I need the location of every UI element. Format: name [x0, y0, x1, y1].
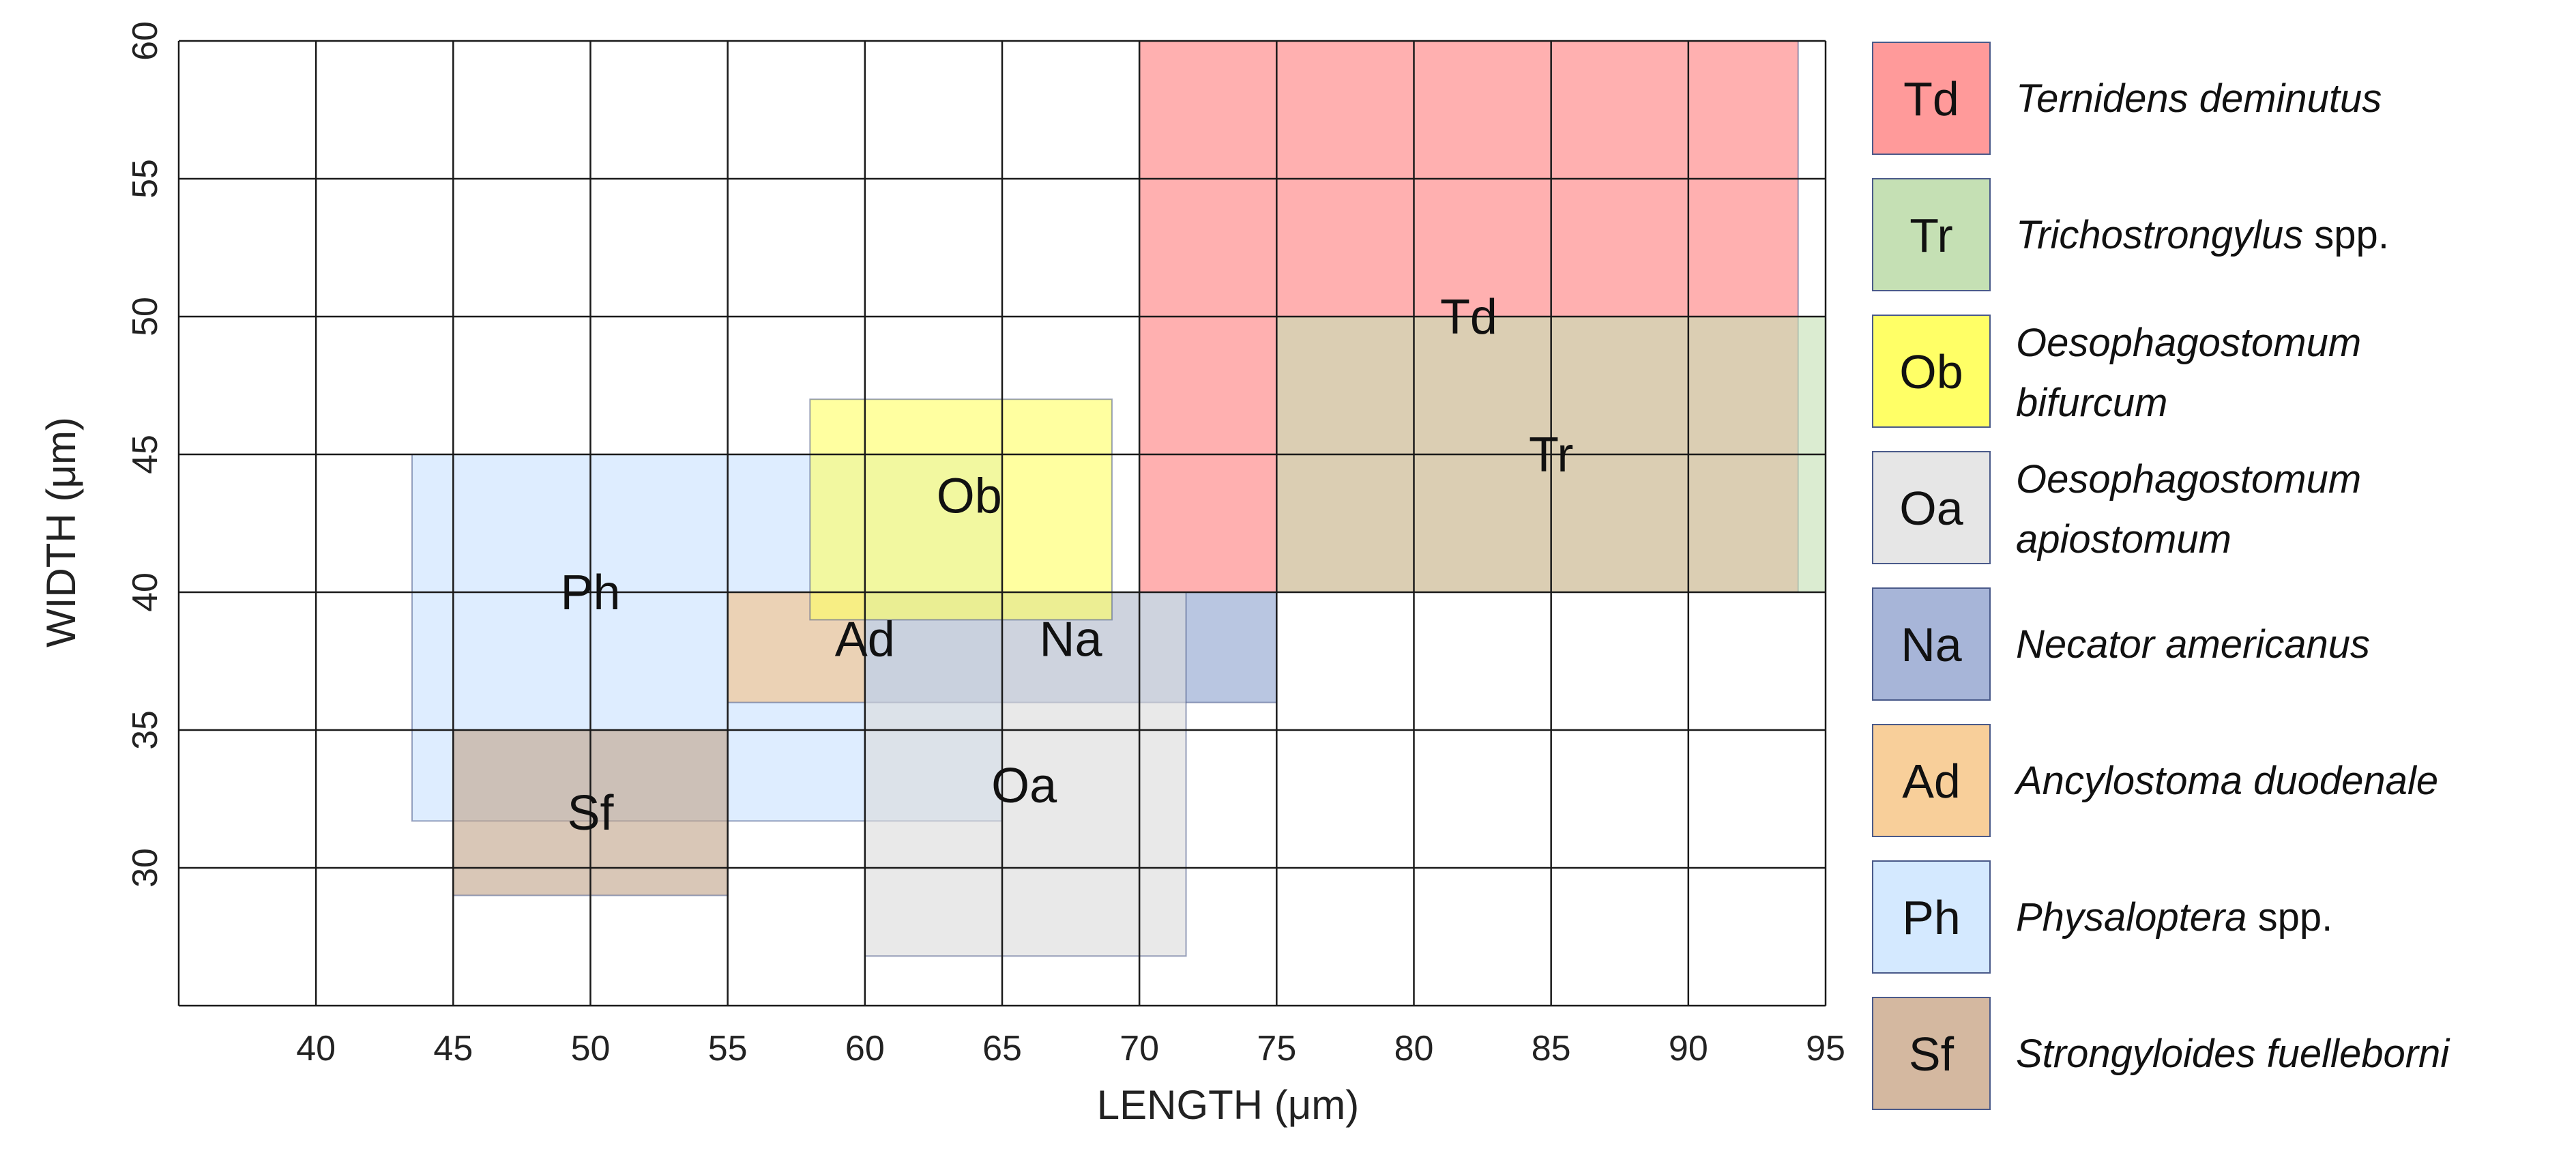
- legend-swatch: [1872, 42, 1991, 155]
- legend-item-ad: Ad Ancylostoma duodenale: [1872, 724, 2438, 837]
- legend-swatch: [1872, 178, 1991, 291]
- box-label-tr: Tr: [1529, 428, 1573, 482]
- legend-swatch: [1872, 315, 1991, 428]
- legend-item-td: Td Ternidens deminutus: [1872, 42, 2382, 155]
- legend-name: Ancylostoma duodenale: [2014, 759, 2438, 803]
- legend-name-line2: apiostomum: [2016, 517, 2231, 562]
- box-label-ph: Ph: [560, 566, 620, 620]
- x-tick-label: 85: [1532, 1029, 1571, 1068]
- x-tick-label: 55: [708, 1029, 748, 1068]
- x-tick-label: 45: [433, 1029, 473, 1068]
- x-tick-label: 40: [296, 1029, 336, 1068]
- legend-swatch: [1872, 587, 1991, 701]
- legend-code: Ob: [1899, 345, 1963, 398]
- range-box-ob: [809, 398, 1113, 621]
- legend-name: Necator americanus: [2016, 622, 2370, 667]
- legend-name: Oesophagostomum: [2016, 321, 2361, 365]
- legend-name: Strongyloides fuelleborni: [2016, 1032, 2450, 1076]
- x-tick-label: 65: [982, 1029, 1022, 1068]
- y-tick-label: 35: [126, 710, 165, 750]
- box-label-sf: Sf: [567, 786, 614, 841]
- axis-ticks: 40 45 50 55 60 65 70 75 80 85 90 95 30 35 40 45 50 55 60: [126, 21, 1845, 1068]
- legend-code: Ph: [1902, 891, 1961, 944]
- legend-name: Trichostrongylus spp.: [2016, 213, 2389, 257]
- legend-name-line2: bifurcum: [2016, 381, 2167, 425]
- legend-code: Oa: [1899, 482, 1963, 535]
- legend-swatch: [1872, 451, 1991, 564]
- legend-code: Tr: [1909, 209, 1952, 262]
- legend-code: Na: [1901, 618, 1962, 671]
- legend-code: Td: [1903, 72, 1959, 126]
- x-tick-label: 80: [1394, 1029, 1434, 1068]
- box-labels: Td Tr Ph Ad Na Oa Ob Sf: [560, 290, 1573, 841]
- box-label-td: Td: [1440, 290, 1497, 345]
- grid-lines: [177, 40, 1827, 1007]
- box-label-ob: Ob: [937, 469, 1002, 524]
- y-tick-label: 40: [126, 572, 165, 612]
- x-tick-label: 95: [1806, 1029, 1845, 1068]
- legend: Td Ternidens deminutus Tr Trichostrongylus …: [1872, 42, 2450, 1110]
- legend-name: Ternidens deminutus: [2016, 76, 2382, 121]
- legend-code: Sf: [1909, 1028, 1955, 1081]
- x-tick-label: 70: [1119, 1029, 1159, 1068]
- box-label-ad: Ad: [835, 613, 895, 667]
- y-tick-label: 30: [126, 848, 165, 888]
- y-axis-title: WIDTH (μm): [38, 417, 84, 647]
- range-box-oa: [864, 592, 1187, 957]
- x-tick-label: 90: [1669, 1029, 1708, 1068]
- y-tick-label: 50: [126, 297, 165, 336]
- legend-item-tr: Tr Trichostrongylus spp.: [1872, 178, 2389, 291]
- box-label-oa: Oa: [991, 759, 1057, 813]
- legend-swatch: [1872, 860, 1991, 974]
- x-tick-label: 75: [1257, 1029, 1296, 1068]
- y-tick-label: 55: [126, 159, 165, 199]
- legend-spp: spp.: [2303, 213, 2389, 257]
- legend-code: Ad: [1902, 755, 1961, 808]
- legend-item-na: Na Necator americanus: [1872, 587, 2370, 701]
- legend-swatch: [1872, 997, 1991, 1110]
- legend-name: Oesophagostomum: [2016, 457, 2361, 501]
- x-tick-label: 50: [571, 1029, 611, 1068]
- x-tick-label: 60: [845, 1029, 885, 1068]
- box-label-na: Na: [1040, 613, 1103, 667]
- y-tick-label: 60: [126, 21, 165, 61]
- legend-item-ph: Ph Physaloptera spp.: [1872, 860, 2332, 974]
- legend-name: Physaloptera spp.: [2016, 895, 2332, 939]
- legend-spp: spp.: [2247, 895, 2333, 939]
- y-tick-label: 45: [126, 435, 165, 474]
- legend-swatch: [1872, 724, 1991, 837]
- legend-item-sf: Sf Strongyloides fuelleborni: [1872, 997, 2450, 1110]
- legend-item-oa: Oa Oesophagostomum apiostomum: [1872, 451, 2361, 564]
- legend-item-ob: Ob Oesophagostomum bifurcum: [1872, 315, 2361, 428]
- x-axis-title: LENGTH (μm): [1097, 1082, 1360, 1128]
